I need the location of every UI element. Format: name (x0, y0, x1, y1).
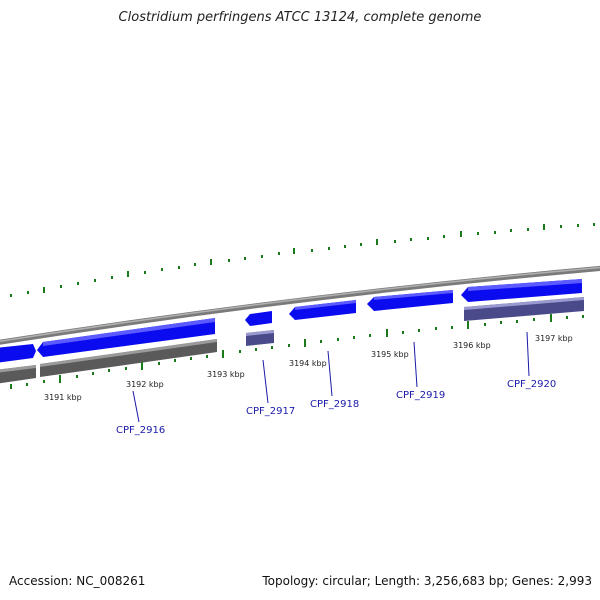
scale-label: 3194 kbp (289, 359, 327, 368)
gene-arrow-cpf-2918[interactable] (289, 300, 356, 320)
genome-summary: Topology: circular; Length: 3,256,683 bp… (262, 574, 592, 588)
gene-arrow-cpf-2917[interactable] (245, 311, 272, 326)
scale-label: 3195 kbp (371, 350, 409, 359)
gene-label-cpf-2919[interactable]: CPF_2919 (396, 390, 445, 401)
gene-label-cpf-2916[interactable]: CPF_2916 (116, 425, 165, 436)
shadow-track (0, 297, 584, 384)
upper-tick-arc (10, 223, 595, 297)
lower-tick-arc (10, 314, 584, 389)
accession-label: Accession: NC_008261 (9, 574, 146, 588)
map-title: Clostridium perfringens ATCC 13124, comp… (118, 10, 482, 25)
gene-label-cpf-2920[interactable]: CPF_2920 (507, 379, 556, 390)
scale-label: 3192 kbp (126, 380, 164, 389)
scale-label: 3197 kbp (535, 334, 573, 343)
gene-arrow-cpf-2919[interactable] (367, 290, 453, 311)
gene-label-cpf-2917[interactable]: CPF_2917 (246, 406, 295, 417)
scale-label: 3191 kbp (44, 393, 82, 402)
gene-arrow[interactable] (0, 344, 36, 363)
gene-label-cpf-2918[interactable]: CPF_2918 (310, 399, 359, 410)
scale-label: 3196 kbp (453, 341, 491, 350)
genome-backbone (0, 265, 600, 345)
gene-label-lines (132, 331, 530, 423)
gene-track (0, 279, 582, 363)
scale-label: 3193 kbp (207, 370, 245, 379)
